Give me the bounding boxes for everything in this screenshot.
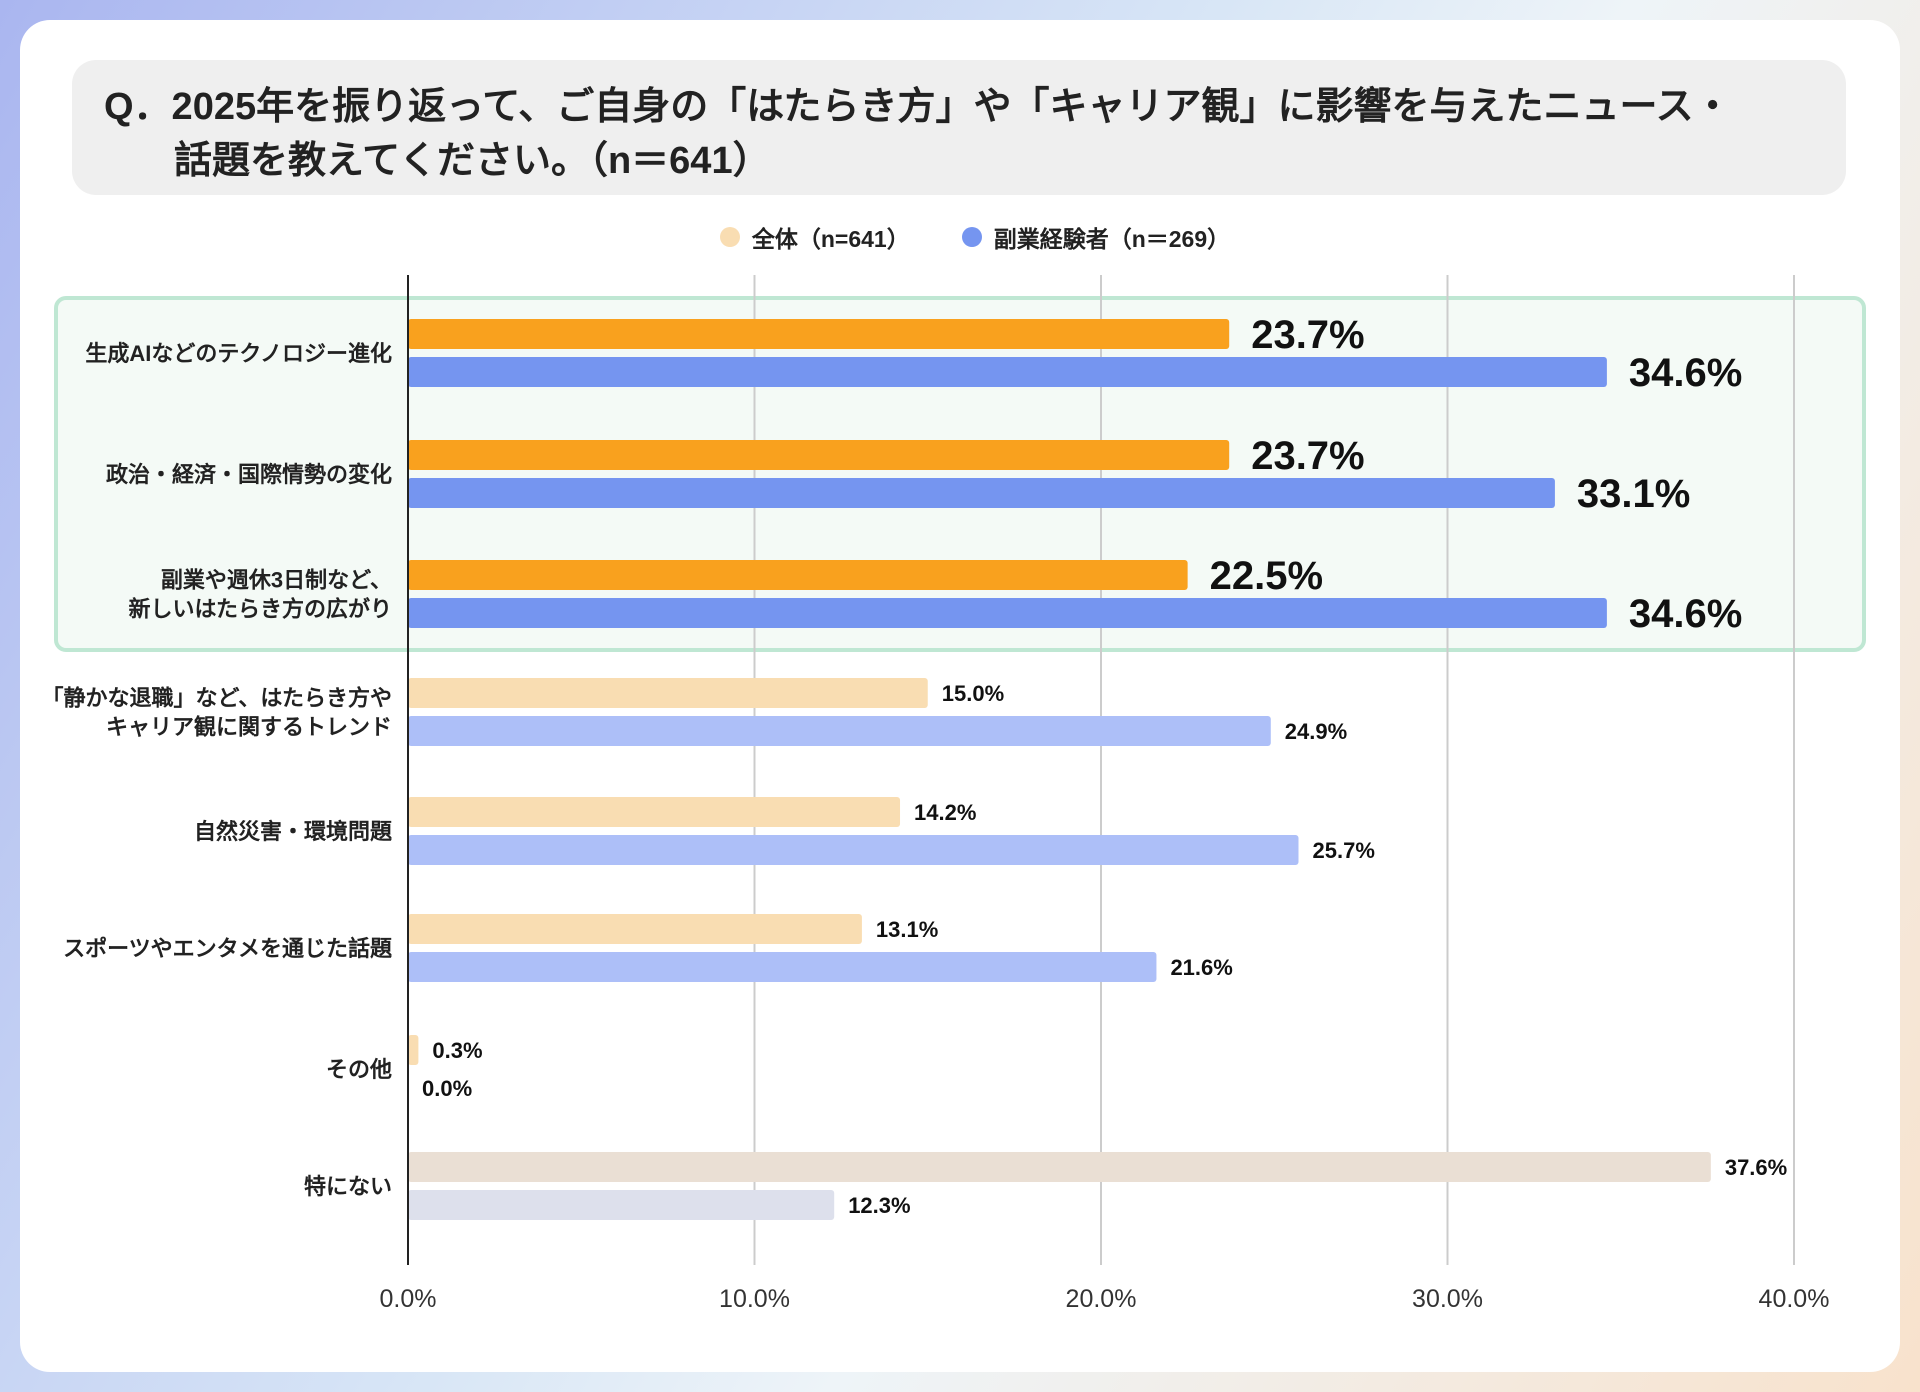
question-line-2: 話題を教えてください。（n＝641） [174, 140, 771, 182]
x-tick-label: 10.0% [719, 1285, 790, 1313]
category-label: 自然災害・環境問題 [194, 819, 393, 844]
value-label-sidejob: 24.9% [1285, 719, 1347, 744]
legend-label-sidejob: 副業経験者（n＝269） [993, 226, 1231, 252]
bar-sidejob [408, 952, 1157, 982]
value-label-overall: 23.7% [1251, 313, 1364, 357]
value-label-overall: 23.7% [1251, 434, 1364, 478]
bar-sidejob [408, 478, 1555, 508]
question-header: Q．2025年を振り返って、ご自身の「はたらき方」や「キャリア観」に影響を与えた… [72, 60, 1846, 195]
value-label-overall: 15.0% [942, 681, 1004, 706]
category-label: その他 [326, 1057, 392, 1082]
legend-item-sidejob: 副業経験者（n＝269） [961, 220, 1231, 254]
category-label: 「静かな退職」など、はたらき方や [42, 686, 392, 711]
value-label-overall: 37.6% [1725, 1155, 1787, 1180]
bar-overall [408, 560, 1188, 590]
bar-sidejob [408, 716, 1271, 746]
value-label-sidejob: 12.3% [848, 1193, 910, 1218]
category-label: 生成AIなどのテクノロジー進化 [85, 341, 392, 366]
bar-overall [408, 797, 901, 827]
bar-sidejob [408, 598, 1607, 628]
x-tick-label: 20.0% [1066, 1285, 1137, 1313]
category-label: 副業や週休3日制など、 [161, 568, 392, 593]
card-background [20, 20, 1900, 1372]
value-label-sidejob: 34.6% [1629, 592, 1742, 636]
category-label: 政治・経済・国際情勢の変化 [106, 462, 392, 487]
value-label-sidejob: 34.6% [1629, 351, 1742, 395]
x-tick-label: 30.0% [1412, 1285, 1483, 1313]
question-line-1: Q．2025年を振り返って、ご自身の「はたらき方」や「キャリア観」に影響を与えた… [104, 86, 1732, 128]
legend-dot-sidejob [961, 227, 982, 247]
bar-overall [408, 1152, 1711, 1182]
x-tick-label: 40.0% [1759, 1285, 1830, 1313]
category-label: 新しいはたらき方の広がり [128, 597, 392, 622]
bar-sidejob [408, 835, 1299, 865]
value-label-sidejob: 0.0% [422, 1076, 472, 1101]
legend-item-overall: 全体（n=641） [719, 220, 910, 254]
legend-dot-overall [719, 227, 740, 247]
category-label: 特にない [304, 1174, 392, 1199]
bar-overall [408, 440, 1230, 470]
bar-overall [408, 319, 1230, 349]
value-label-sidejob: 25.7% [1313, 838, 1375, 863]
value-label-sidejob: 33.1% [1577, 472, 1690, 516]
category-label: キャリア観に関するトレンド [106, 715, 392, 740]
bar-overall [408, 1035, 419, 1065]
value-label-overall: 0.3% [432, 1038, 482, 1063]
value-label-overall: 13.1% [876, 917, 938, 942]
legend-label-overall: 全体（n=641） [751, 226, 910, 252]
bar-overall [408, 914, 862, 944]
value-label-sidejob: 21.6% [1170, 955, 1232, 980]
x-tick-label: 0.0% [380, 1285, 437, 1313]
bar-sidejob [408, 1190, 835, 1220]
category-label: スポーツやエンタメを通じた話題 [63, 936, 393, 961]
value-label-overall: 22.5% [1210, 554, 1323, 598]
chart-legend: 全体（n=641） 副業経験者（n＝269） [0, 222, 1920, 252]
bar-overall [408, 678, 928, 708]
value-label-overall: 14.2% [914, 800, 976, 825]
bar-sidejob [408, 357, 1607, 387]
